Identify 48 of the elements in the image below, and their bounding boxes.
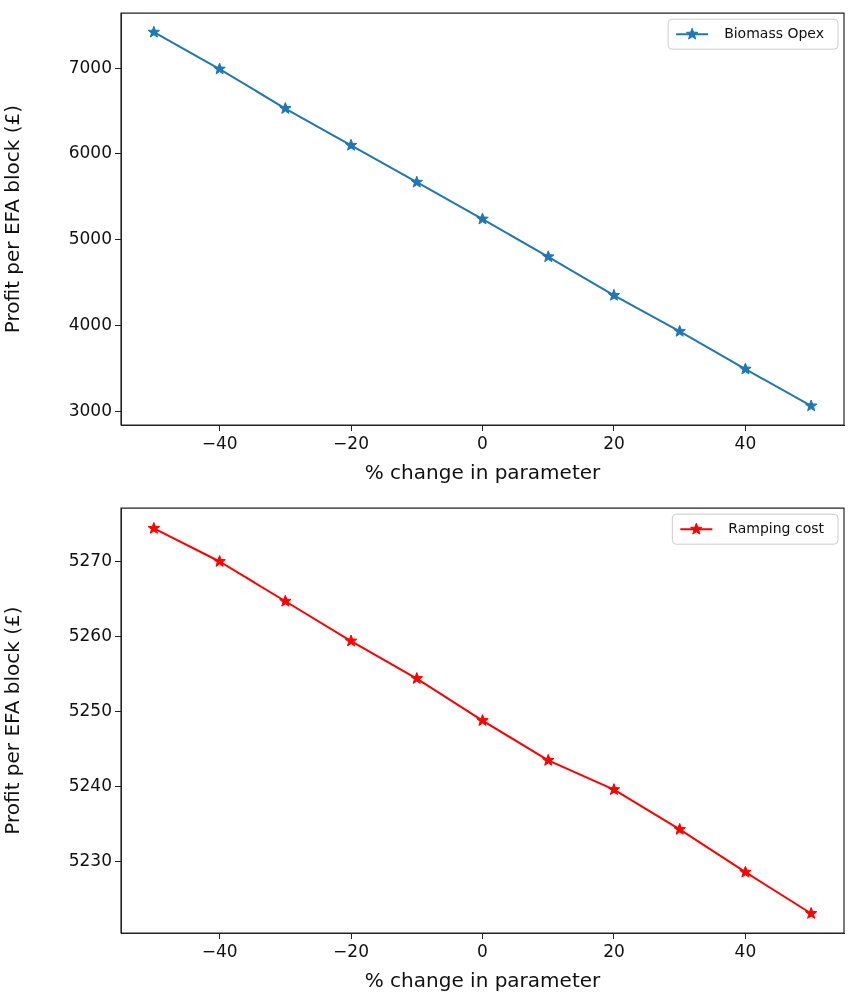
point [739,362,752,375]
point [213,62,226,75]
point [344,634,358,647]
point [804,399,818,412]
y-tick-label: 5240 [68,775,112,796]
x-tick-label: −20 [333,432,369,453]
point [804,906,818,919]
x-tick-label: 0 [477,940,488,961]
point [410,175,423,188]
y-tick-label: 4000 [68,313,112,334]
point [607,783,621,795]
point [542,250,555,263]
y-axis-title: Profit per EFA block (£) [0,606,25,835]
legend-label: Ramping cost [728,519,825,536]
y-tick-label: 5260 [68,624,112,645]
y-tick-label: 7000 [68,56,112,77]
x-axis-title: % change in parameter [364,968,602,993]
point [739,865,752,878]
y-tick-label: 5250 [68,700,112,721]
point [147,25,161,38]
point [279,594,292,607]
point [476,714,489,726]
y-tick-label: 6000 [68,142,112,163]
y-tick-label: 3000 [68,399,112,420]
point [673,324,686,337]
x-tick-label: −40 [201,432,238,453]
y-tick-label: 5000 [68,228,112,249]
legend-label: Biomass Opex [724,24,824,41]
point [673,822,686,835]
x-tick-label: 40 [734,940,757,961]
point [607,288,621,301]
point [542,753,555,766]
point [279,102,292,114]
x-tick-label: 0 [477,432,488,453]
point [147,521,161,534]
x-axis-title: % change in parameter [364,460,602,485]
y-tick-label: 5230 [68,850,112,871]
y-tick-label: 5270 [68,549,112,570]
x-tick-label: 20 [603,940,625,961]
y-axis-title: Profit per EFA block (£) [0,105,25,334]
x-tick-label: 40 [734,432,757,453]
x-tick-label: −20 [333,940,369,961]
point [410,672,423,684]
x-tick-label: −40 [201,940,238,961]
x-tick-label: 20 [603,432,625,453]
point [213,554,226,567]
point [476,212,489,225]
point [344,138,358,151]
